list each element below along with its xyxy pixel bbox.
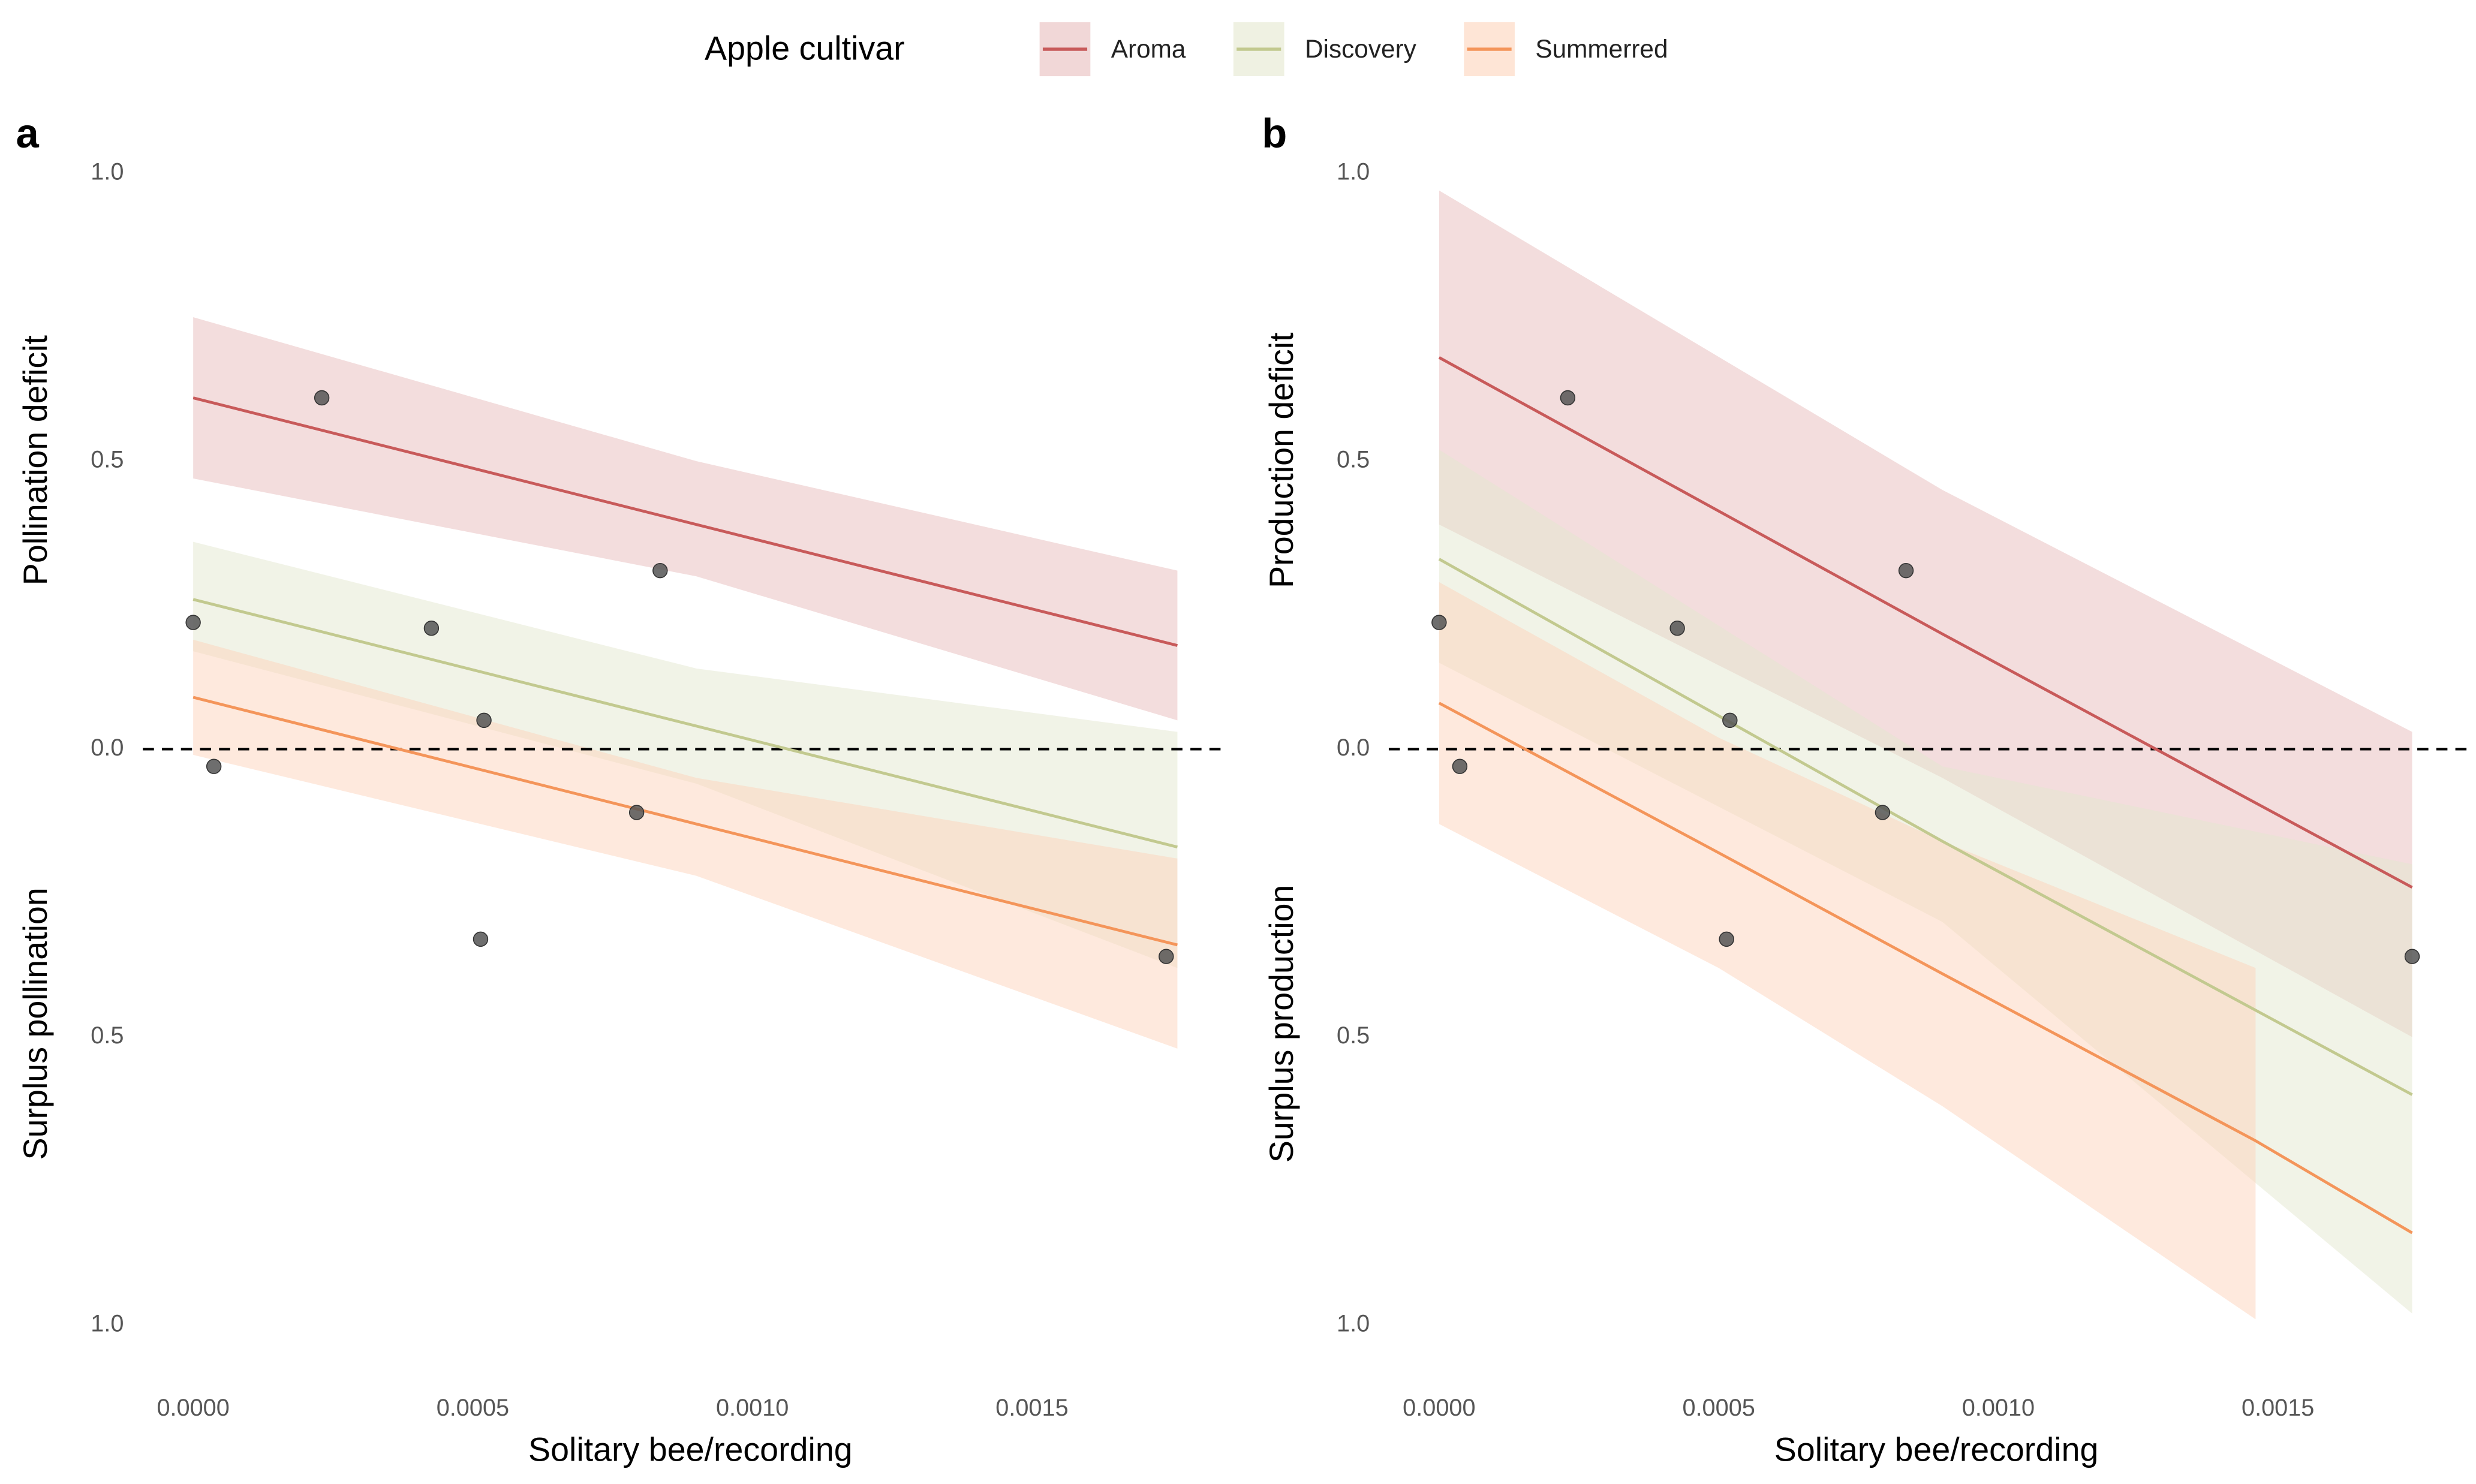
x-tick-label: 0.0000 — [157, 1395, 229, 1421]
x-tick-label: 0.0000 — [1403, 1395, 1475, 1421]
x-tick-label: 0.0010 — [716, 1395, 789, 1421]
data-point — [185, 615, 201, 630]
y-tick-label: 0.5 — [1337, 447, 1370, 473]
y-axis-title: Surplus pollination — [17, 887, 54, 1160]
y-tick-label: 1.0 — [91, 158, 124, 185]
data-point — [314, 390, 330, 406]
data-point — [1722, 712, 1738, 729]
fit-line — [1438, 558, 2413, 1096]
data-point — [206, 758, 222, 774]
data-point — [2404, 949, 2420, 964]
y-tick-label: 1.0 — [1337, 1310, 1370, 1336]
data-point — [423, 620, 440, 636]
data-point — [1875, 805, 1891, 820]
data-point — [628, 805, 645, 820]
y-tick-label: 1.0 — [1337, 158, 1370, 185]
fit-line — [192, 598, 1178, 849]
y-tick-label: 0.0 — [91, 735, 124, 761]
y-tick-label: 1.0 — [91, 1310, 124, 1336]
y-tick-label: 0.5 — [91, 447, 124, 473]
panel-label: a — [16, 110, 39, 156]
data-point — [1159, 949, 1174, 964]
fit-line — [1438, 356, 2413, 889]
y-axis-title: Production deficit — [1263, 332, 1300, 588]
x-tick-label: 0.0005 — [437, 1395, 509, 1421]
y-tick-label: 0.5 — [1337, 1022, 1370, 1049]
data-point — [652, 562, 668, 579]
y-tick-label: 0.0 — [1337, 735, 1370, 761]
legend-label: Discovery — [1305, 35, 1417, 63]
x-tick-label: 0.0015 — [2242, 1395, 2314, 1421]
data-point — [1431, 615, 1447, 630]
data-point — [1560, 390, 1576, 406]
fit-line — [192, 396, 1178, 647]
x-tick-label: 0.0010 — [1962, 1395, 2035, 1421]
legend-title: Apple cultivar — [705, 29, 905, 67]
x-tick-label: 0.0015 — [995, 1395, 1068, 1421]
data-point — [476, 712, 492, 729]
data-point — [473, 931, 489, 947]
x-tick-label: 0.0005 — [1682, 1395, 1755, 1421]
y-axis-title: Surplus production — [1263, 885, 1300, 1163]
x-axis-title: Solitary bee/recording — [528, 1431, 853, 1468]
fit-line — [192, 696, 1178, 947]
data-point — [1669, 620, 1685, 636]
confidence-band — [193, 317, 1178, 721]
fit-line — [1438, 702, 2413, 1235]
confidence-band — [1439, 582, 2256, 1320]
confidence-band — [193, 639, 1178, 1049]
x-axis-title: Solitary bee/recording — [1774, 1431, 2099, 1468]
legend-label: Aroma — [1111, 35, 1186, 63]
y-axis-title: Pollination deficit — [17, 335, 54, 586]
y-tick-label: 0.5 — [91, 1022, 124, 1049]
legend-label: Summerred — [1535, 35, 1668, 63]
data-point — [1719, 931, 1734, 947]
data-point — [1452, 758, 1468, 774]
panel-label: b — [1262, 110, 1287, 156]
data-point — [1898, 562, 1914, 579]
